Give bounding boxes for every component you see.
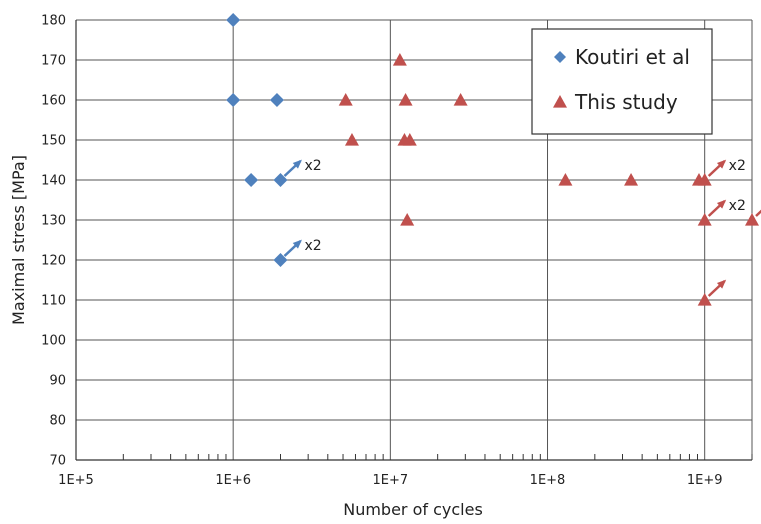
runout-label: x2	[729, 198, 746, 214]
legend: Koutiri et al This study	[531, 28, 713, 135]
y-tick-label: 150	[41, 134, 66, 149]
y-tick-label: 130	[41, 214, 66, 229]
this-study-point	[402, 133, 417, 146]
y-tick-label: 160	[41, 94, 66, 109]
this-study-point	[745, 213, 759, 226]
legend-label: Koutiri et al	[575, 45, 690, 69]
runout-label: x2	[729, 158, 746, 174]
this-study-point	[453, 93, 468, 106]
axes: 70 80 90 100 110 120 130 140 150 160 170 180 1E+5 1E+…	[41, 14, 753, 488]
legend-label: This study	[574, 90, 678, 114]
koutiri-point	[269, 93, 284, 107]
x-tick-label: 1E+6	[215, 473, 251, 488]
x-tick-label: 1E+9	[687, 473, 723, 488]
runout-arrowhead	[716, 199, 727, 209]
runout-arrowhead	[716, 279, 727, 289]
this-study-point	[398, 93, 413, 106]
legend-marker-koutiri	[554, 51, 566, 63]
this-study-point	[558, 173, 573, 186]
x-tick-label: 1E+5	[58, 473, 94, 488]
y-axis-title: Maximal stress [MPa]	[9, 155, 28, 325]
this-study-point	[697, 173, 712, 186]
y-tick-label: 140	[41, 174, 66, 189]
this-study-point	[697, 213, 712, 226]
runout-arrowhead	[292, 159, 302, 169]
legend-box	[531, 28, 713, 135]
runout-label: x2	[304, 238, 321, 254]
y-tick-label: 70	[49, 454, 66, 469]
this-study-point	[624, 173, 639, 186]
this-study-point	[392, 53, 407, 66]
y-tick-label: 110	[41, 294, 66, 309]
x-axis-title: Number of cycles	[343, 500, 483, 519]
this-study-point	[344, 133, 359, 146]
koutiri-point	[244, 173, 259, 187]
runout-arrowhead	[292, 239, 302, 249]
y-tick-label: 100	[41, 334, 66, 349]
koutiri-point	[226, 13, 241, 27]
this-study-point	[400, 213, 415, 226]
runout-label: x2	[304, 158, 321, 174]
koutiri-point	[226, 93, 241, 107]
data-marks	[226, 13, 759, 306]
annotations: x2 x2 x2 x2	[283, 158, 761, 297]
koutiri-point	[273, 173, 288, 187]
koutiri-point	[273, 253, 288, 267]
runout-arrowhead	[716, 159, 727, 169]
x-tick-label: 1E+7	[373, 473, 409, 488]
legend-marker-this-study	[553, 95, 567, 108]
this-study-point	[338, 93, 353, 106]
y-tick-label: 90	[49, 374, 66, 389]
x-tick-label: 1E+8	[530, 473, 566, 488]
y-tick-label: 170	[41, 54, 66, 69]
y-tick-label: 180	[41, 14, 66, 29]
y-tick-label: 120	[41, 254, 66, 269]
y-tick-label: 80	[49, 414, 66, 429]
runout-arrow	[755, 209, 761, 217]
this-study-point	[697, 293, 712, 306]
